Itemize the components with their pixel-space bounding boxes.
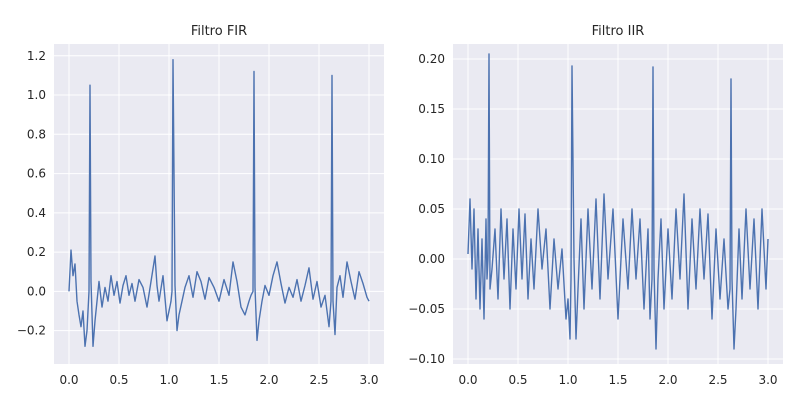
iir-chart-panel: Filtro IIR 0.0 0.5 1.0 1.5 2.0 2.5 3.0 −0.10−0… bbox=[408, 24, 783, 387]
iir-y-tick-label: −0.10 bbox=[408, 352, 445, 366]
fir-x-tick-label: 2.5 bbox=[309, 373, 328, 387]
iir-x-tick-labels: 0.0 0.5 1.0 1.5 2.0 2.5 3.0 bbox=[458, 373, 777, 387]
iir-y-tick-label: 0.05 bbox=[418, 202, 445, 216]
fir-chart-title: Filtro FIR bbox=[191, 24, 247, 39]
fir-x-tick-label: 0.0 bbox=[59, 373, 78, 387]
fir-y-tick-labels: −0.2 0.0 0.2 0.4 0.6 0.8 1.0 1.2 bbox=[17, 49, 46, 338]
fir-y-tick-label: 0.4 bbox=[27, 206, 46, 220]
iir-y-tick-label: 0.15 bbox=[418, 102, 445, 116]
iir-x-tick-label: 0.5 bbox=[508, 373, 527, 387]
iir-chart-title: Filtro IIR bbox=[592, 24, 645, 39]
fir-y-tick-label: 1.0 bbox=[27, 88, 46, 102]
iir-y-tick-labels: −0.10 −0.05 0.00 0.05 0.10 0.15 0.20 bbox=[408, 52, 445, 366]
iir-x-tick-label: 2.5 bbox=[708, 373, 727, 387]
fir-x-tick-label: 1.0 bbox=[159, 373, 178, 387]
iir-x-tick-label: 0.0 bbox=[458, 373, 477, 387]
iir-y-tick-label: −0.05 bbox=[408, 302, 445, 316]
fir-x-tick-label: 0.5 bbox=[109, 373, 128, 387]
iir-signal-line bbox=[467, 53, 769, 350]
fir-x-tick-label: 2.0 bbox=[259, 373, 278, 387]
iir-x-tick-label: 3.0 bbox=[758, 373, 777, 387]
iir-y-tick-label: 0.20 bbox=[418, 52, 445, 66]
fir-y-tick-label: 0.2 bbox=[27, 245, 46, 259]
iir-y-tick-label: 0.00 bbox=[418, 252, 445, 266]
fir-signal-line bbox=[68, 59, 370, 347]
fir-y-tick-label: 1.2 bbox=[27, 49, 46, 63]
iir-x-tick-label: 1.0 bbox=[558, 373, 577, 387]
iir-y-tick-label: 0.10 bbox=[418, 152, 445, 166]
iir-x-tick-label: 1.5 bbox=[608, 373, 627, 387]
fir-chart-panel: Filtro FIR 0.0 0.5 1.0 1.5 2.0 2.5 3.0 −0.2 0.0… bbox=[17, 24, 384, 387]
fir-y-tick-label: 0.0 bbox=[27, 284, 46, 298]
iir-x-tick-label: 2.0 bbox=[658, 373, 677, 387]
fir-y-tick-label: 0.8 bbox=[27, 127, 46, 141]
fir-x-tick-label: 1.5 bbox=[209, 373, 228, 387]
fir-x-tick-label: 3.0 bbox=[359, 373, 378, 387]
fir-y-tick-label: 0.6 bbox=[27, 167, 46, 181]
fir-x-tick-labels: 0.0 0.5 1.0 1.5 2.0 2.5 3.0 bbox=[59, 373, 378, 387]
fir-y-tick-label: −0.2 bbox=[17, 324, 46, 338]
